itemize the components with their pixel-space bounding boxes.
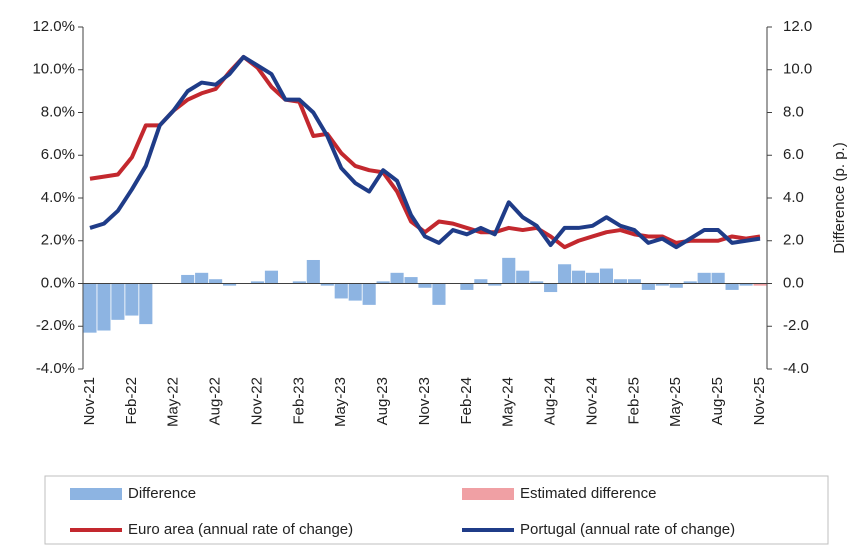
line — [89, 54, 761, 250]
y2-tick-label: 10.0 — [783, 61, 812, 78]
bar — [697, 272, 711, 284]
y2-tick-label: 0.0 — [783, 274, 804, 291]
legend-label: Portugal (annual rate of change) — [520, 521, 735, 538]
bar — [432, 283, 446, 305]
bar — [139, 283, 153, 325]
bar — [97, 283, 111, 331]
legend-label: Euro area (annual rate of change) — [128, 521, 353, 538]
bar — [502, 257, 516, 284]
y2-tick-label: 12.0 — [783, 18, 812, 35]
bar — [320, 283, 334, 286]
bar — [195, 272, 209, 284]
bar — [418, 283, 432, 288]
x-tick-label: May-23 — [332, 377, 349, 427]
x-tick-label: May-25 — [667, 377, 684, 427]
bar — [753, 283, 767, 286]
y2-tick-label: -4.0 — [783, 360, 809, 377]
bar — [655, 283, 669, 286]
x-tick-label: Nov-25 — [751, 377, 768, 425]
x-tick-label: May-24 — [500, 377, 517, 427]
y2-tick-label: 2.0 — [783, 232, 804, 249]
bar — [376, 281, 390, 284]
y2-tick-label: -2.0 — [783, 317, 809, 334]
legend-swatch — [70, 488, 122, 500]
x-tick-label: Nov-24 — [583, 377, 600, 425]
y-tick-label: -2.0% — [36, 317, 75, 334]
legend-label: Estimated difference — [520, 485, 656, 502]
bar — [125, 283, 139, 316]
bar — [334, 283, 348, 299]
legend-label: Difference — [128, 485, 196, 502]
x-tick-label: Aug-22 — [207, 377, 224, 425]
bar — [348, 283, 362, 301]
x-tick-label: Feb-22 — [123, 377, 140, 425]
bar — [599, 268, 614, 284]
bar — [264, 270, 279, 284]
y2-axis-title: Difference (p. p.) — [831, 142, 848, 253]
x-tick-label: Feb-25 — [625, 377, 642, 425]
line — [89, 54, 761, 250]
x-tick-label: Nov-23 — [416, 377, 433, 425]
bar — [250, 281, 265, 284]
legend-swatch — [462, 488, 514, 500]
bar — [613, 279, 627, 284]
bar — [181, 274, 195, 284]
y-tick-label: 10.0% — [32, 61, 75, 78]
bar — [544, 283, 558, 293]
bar — [390, 272, 404, 284]
bar — [739, 283, 753, 286]
x-tick-label: Feb-23 — [290, 377, 307, 425]
bar — [711, 272, 725, 284]
bar — [683, 281, 697, 284]
y2-tick-label: 4.0 — [783, 189, 804, 206]
bar — [627, 279, 641, 284]
bar — [571, 270, 586, 284]
bar — [292, 281, 306, 284]
y-tick-label: 12.0% — [32, 18, 75, 35]
y2-tick-label: 8.0 — [783, 103, 804, 120]
x-tick-label: Feb-24 — [458, 377, 475, 425]
y2-tick-label: 6.0 — [783, 146, 804, 163]
x-tick-label: Nov-22 — [248, 377, 265, 425]
bar — [488, 283, 502, 286]
bar — [474, 279, 488, 284]
x-tick-label: Aug-23 — [374, 377, 391, 425]
bar — [460, 283, 474, 290]
legend-box — [44, 475, 829, 545]
bar — [530, 281, 544, 284]
x-tick-label: Aug-24 — [542, 377, 559, 425]
bar — [111, 283, 125, 320]
bar — [558, 264, 572, 284]
bar — [725, 283, 739, 290]
y-tick-label: 0.0% — [41, 274, 75, 291]
bar — [585, 272, 600, 284]
bar — [209, 279, 223, 284]
y-tick-label: 2.0% — [41, 232, 75, 249]
y-tick-label: -4.0% — [36, 360, 75, 377]
bar — [669, 283, 683, 288]
x-tick-label: Aug-25 — [709, 377, 726, 425]
bar — [404, 277, 418, 284]
bar — [83, 283, 97, 333]
bar — [306, 259, 320, 284]
y-tick-label: 4.0% — [41, 189, 75, 206]
x-tick-label: May-22 — [165, 377, 182, 427]
bar — [641, 283, 655, 290]
x-tick-label: Nov-21 — [81, 377, 98, 425]
bar — [223, 283, 237, 286]
bar — [362, 283, 376, 305]
y-tick-label: 6.0% — [41, 146, 75, 163]
bar — [516, 270, 530, 284]
y-tick-label: 8.0% — [41, 103, 75, 120]
